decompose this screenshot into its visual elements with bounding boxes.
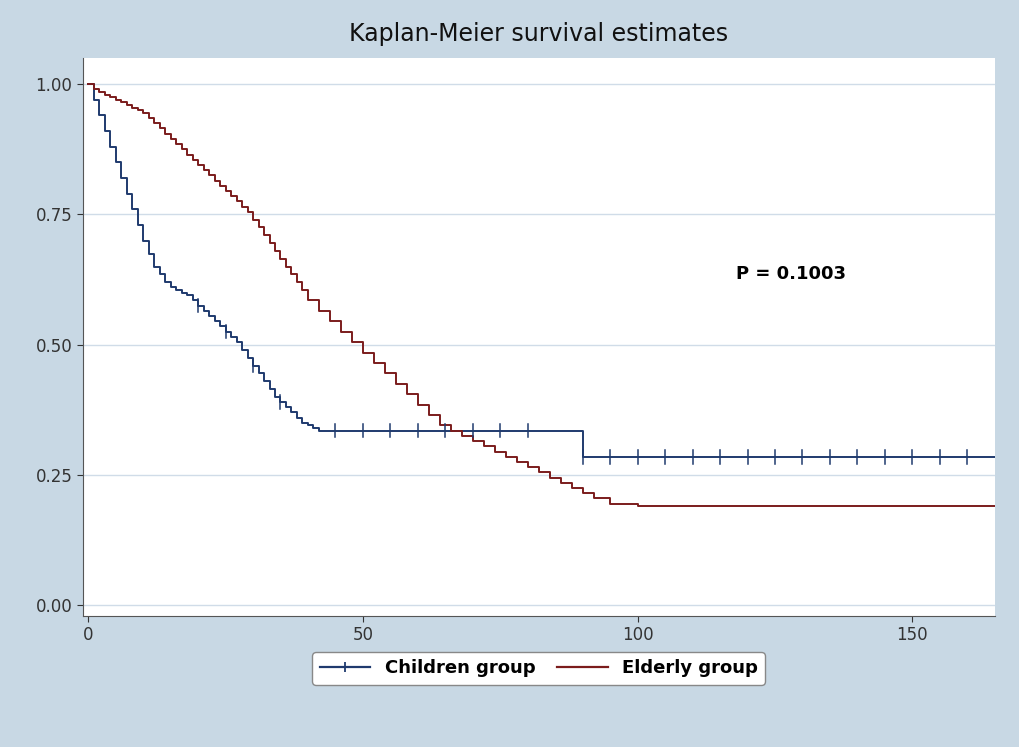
Title: Kaplan-Meier survival estimates: Kaplan-Meier survival estimates <box>348 22 728 46</box>
X-axis label: analysis time: analysis time <box>478 655 598 673</box>
Text: P = 0.1003: P = 0.1003 <box>736 265 846 283</box>
Legend: Children group, Elderly group: Children group, Elderly group <box>312 652 764 685</box>
